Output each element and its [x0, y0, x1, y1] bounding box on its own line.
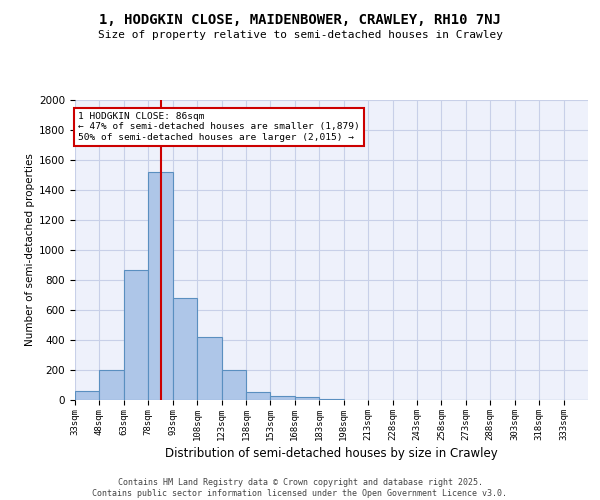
Bar: [295, 397, 319, 400]
Bar: [197, 337, 221, 400]
X-axis label: Distribution of semi-detached houses by size in Crawley: Distribution of semi-detached houses by …: [165, 447, 498, 460]
Text: Contains HM Land Registry data © Crown copyright and database right 2025.
Contai: Contains HM Land Registry data © Crown c…: [92, 478, 508, 498]
Bar: [100, 370, 124, 400]
Text: Size of property relative to semi-detached houses in Crawley: Size of property relative to semi-detach…: [97, 30, 503, 40]
Bar: [271, 396, 295, 400]
Bar: [221, 370, 246, 400]
Bar: [124, 270, 148, 400]
Bar: [148, 172, 173, 400]
Bar: [246, 392, 271, 400]
Text: 1, HODGKIN CLOSE, MAIDENBOWER, CRAWLEY, RH10 7NJ: 1, HODGKIN CLOSE, MAIDENBOWER, CRAWLEY, …: [99, 12, 501, 26]
Bar: [319, 398, 344, 400]
Bar: [75, 391, 100, 400]
Y-axis label: Number of semi-detached properties: Number of semi-detached properties: [25, 154, 35, 346]
Bar: [173, 298, 197, 400]
Text: 1 HODGKIN CLOSE: 86sqm
← 47% of semi-detached houses are smaller (1,879)
50% of : 1 HODGKIN CLOSE: 86sqm ← 47% of semi-det…: [78, 112, 360, 142]
